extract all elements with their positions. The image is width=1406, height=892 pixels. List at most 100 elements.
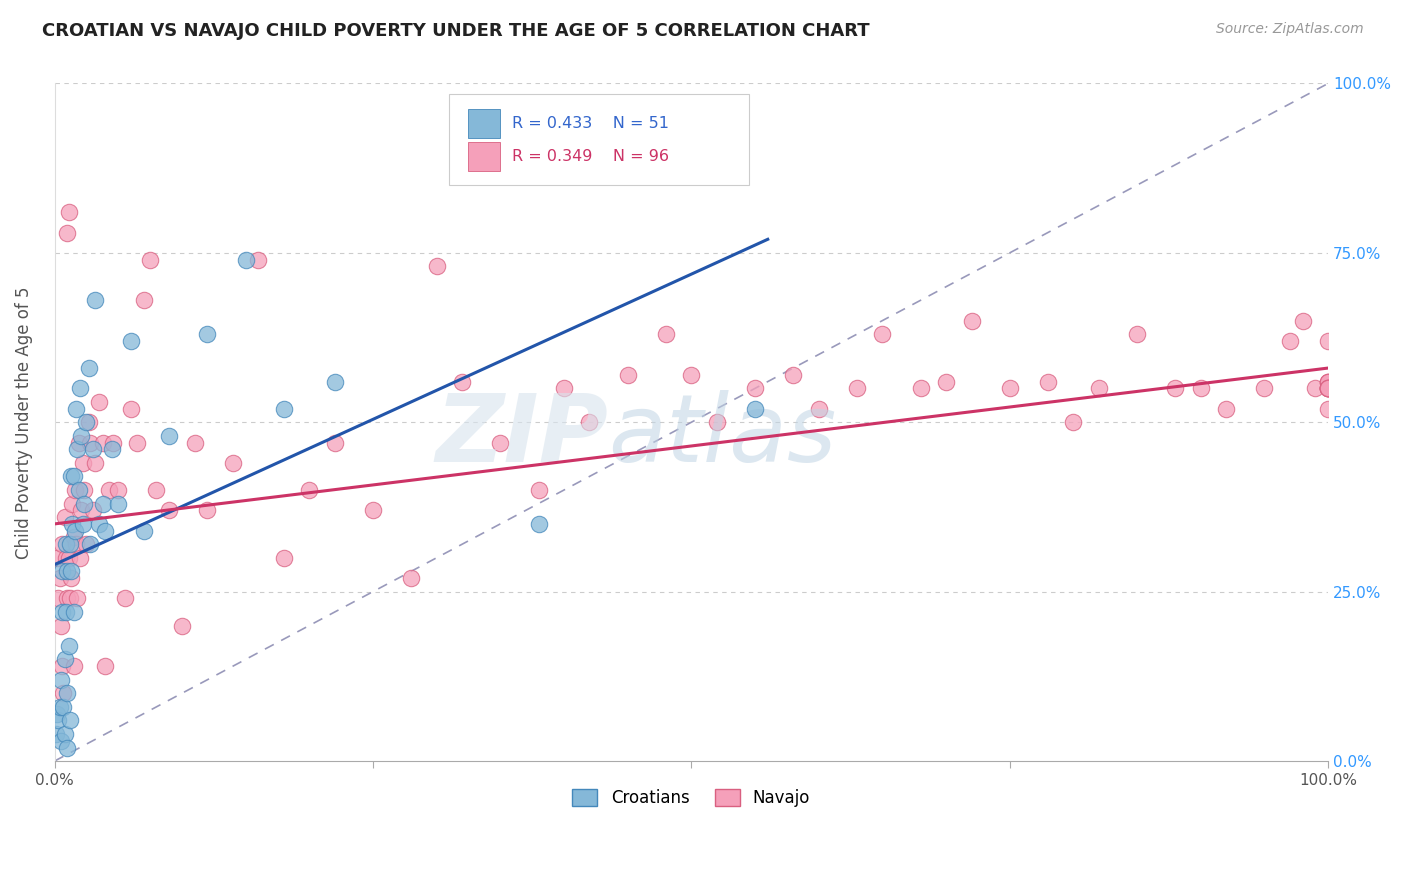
Point (62, 605, 84, 619)
Point (98, 483, 121, 497)
Point (59, 537, 82, 551)
Point (1253, 381, 1275, 395)
Point (94, 524, 117, 538)
Point (1317, 381, 1340, 395)
Point (82, 503, 104, 517)
Point (1317, 381, 1340, 395)
Point (60, 571, 83, 585)
Point (107, 483, 129, 497)
Text: atlas: atlas (609, 391, 837, 482)
Point (845, 381, 868, 395)
Point (1305, 381, 1327, 395)
Point (46, 714, 69, 728)
Point (52, 686, 75, 700)
Point (60, 469, 83, 483)
Point (553, 381, 575, 395)
Point (55, 605, 77, 619)
Point (67, 435, 90, 450)
Point (79, 537, 101, 551)
Point (91, 435, 114, 450)
Point (51, 565, 73, 579)
Point (1036, 375, 1059, 389)
Point (48, 699, 70, 714)
Point (706, 415, 728, 429)
Point (70, 503, 93, 517)
Point (79, 435, 101, 450)
Point (53, 727, 76, 741)
Point (323, 435, 346, 450)
Point (451, 375, 474, 389)
Point (58, 550, 80, 565)
Point (872, 327, 894, 342)
Point (1126, 327, 1149, 342)
Point (73, 497, 96, 511)
Text: ZIP: ZIP (436, 390, 609, 482)
Point (67, 483, 90, 497)
Point (1164, 381, 1187, 395)
Point (70, 429, 93, 443)
Point (82, 442, 104, 457)
Point (1317, 334, 1340, 348)
Text: CROATIAN VS NAVAJO CHILD POVERTY UNDER THE AGE OF 5 CORRELATION CHART: CROATIAN VS NAVAJO CHILD POVERTY UNDER T… (42, 22, 870, 40)
Point (60, 497, 83, 511)
Point (46, 591, 69, 606)
Point (399, 571, 422, 585)
Point (426, 260, 449, 274)
Point (681, 368, 703, 382)
Point (58, 639, 80, 653)
Point (62, 469, 84, 483)
Point (56, 565, 79, 579)
Point (59, 591, 82, 606)
Point (1062, 415, 1084, 429)
Point (77, 361, 100, 376)
Point (782, 368, 804, 382)
Point (578, 415, 600, 429)
Point (52, 699, 75, 714)
Point (72, 516, 94, 531)
Point (1088, 381, 1111, 395)
Point (145, 483, 167, 497)
Point (1278, 334, 1301, 348)
Point (1292, 313, 1315, 327)
Point (63, 483, 86, 497)
Point (910, 381, 932, 395)
Point (107, 497, 129, 511)
Point (62, 531, 84, 545)
FancyBboxPatch shape (468, 143, 501, 171)
Point (48, 571, 70, 585)
Point (1317, 375, 1340, 389)
Point (744, 381, 766, 395)
Point (222, 456, 245, 470)
Point (1317, 381, 1340, 395)
Point (273, 550, 295, 565)
Point (56, 686, 79, 700)
Point (69, 550, 91, 565)
Point (56, 591, 79, 606)
Point (127, 435, 149, 450)
Point (49, 618, 72, 632)
Point (139, 252, 162, 267)
Point (84, 456, 107, 470)
Text: R = 0.349    N = 96: R = 0.349 N = 96 (512, 149, 669, 164)
Point (157, 503, 180, 517)
Point (1317, 375, 1340, 389)
Point (1317, 381, 1340, 395)
Point (58, 205, 80, 219)
Point (273, 401, 295, 416)
Point (489, 435, 512, 450)
Point (935, 375, 957, 389)
Point (170, 618, 193, 632)
Point (527, 483, 550, 497)
Point (66, 591, 89, 606)
Point (75, 415, 97, 429)
Point (49, 673, 72, 687)
FancyBboxPatch shape (450, 94, 748, 185)
Point (46, 550, 69, 565)
Point (75, 537, 97, 551)
Point (56, 740, 79, 755)
Legend: Croatians, Navajo: Croatians, Navajo (565, 782, 817, 814)
Point (65, 401, 87, 416)
Point (744, 401, 766, 416)
Point (53, 510, 76, 524)
Point (77, 415, 100, 429)
